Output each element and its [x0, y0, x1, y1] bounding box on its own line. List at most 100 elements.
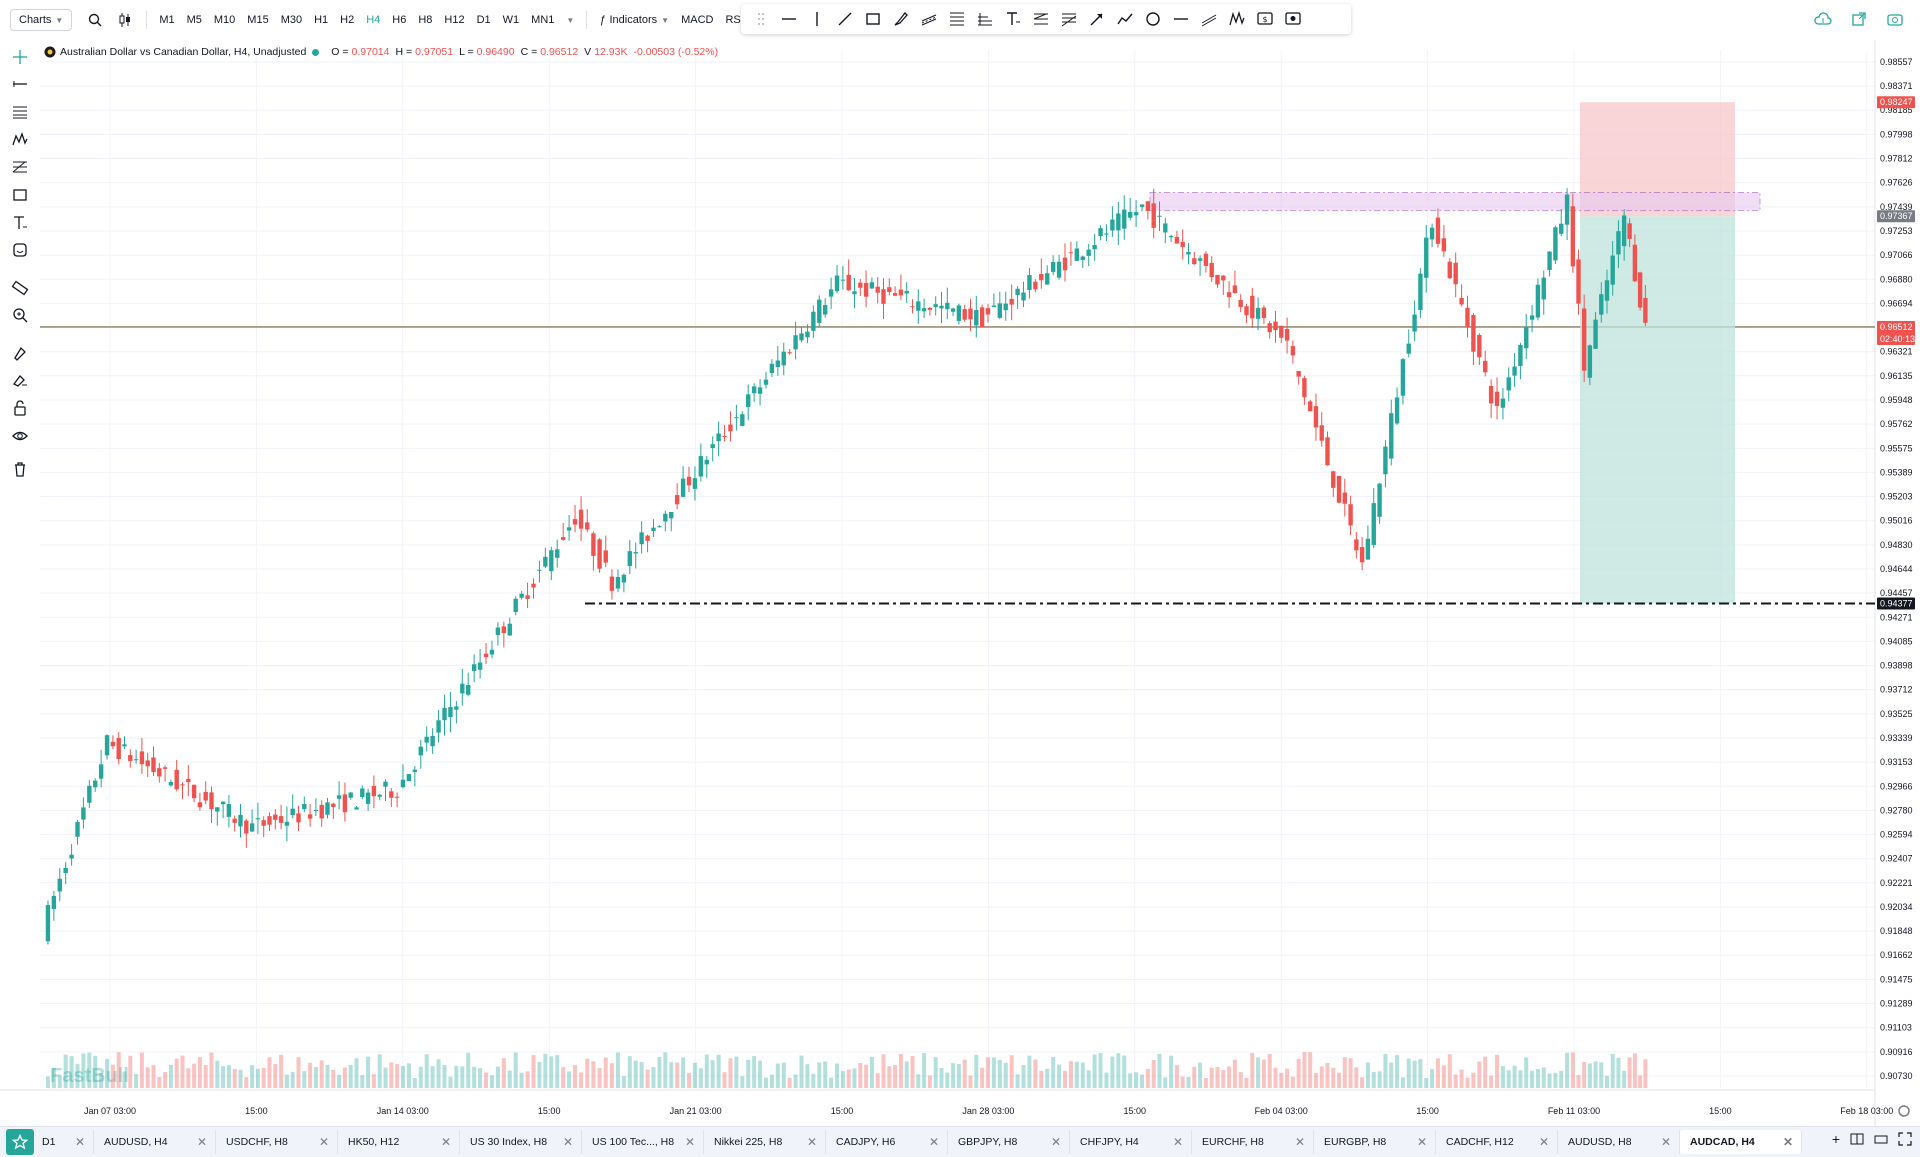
timeframe-h12[interactable]: H12 — [444, 14, 465, 26]
close-tab-icon[interactable]: ✕ — [74, 1135, 85, 1149]
sticker-icon[interactable] — [7, 237, 33, 263]
rectangle-icon[interactable] — [862, 8, 884, 30]
symbol-tab[interactable]: US 30 Index, H8 ✕ — [460, 1130, 582, 1154]
screenshot-icon[interactable] — [1884, 8, 1906, 30]
pitchfork-icon[interactable] — [1030, 8, 1052, 30]
search-icon[interactable] — [84, 9, 106, 31]
symbol-tab[interactable]: CADJPY, H6 ✕ — [826, 1130, 948, 1154]
pattern-tool-icon[interactable] — [7, 127, 33, 153]
trend-line-icon[interactable] — [834, 8, 856, 30]
symbol-tab[interactable]: EURGBP, H8 ✕ — [1314, 1130, 1436, 1154]
settings-gear-icon[interactable] — [1898, 1105, 1910, 1117]
path-icon[interactable] — [1114, 8, 1136, 30]
close-tab-icon[interactable]: ✕ — [1294, 1135, 1305, 1149]
text-tool-icon[interactable] — [7, 210, 33, 236]
lock-icon[interactable] — [7, 395, 33, 421]
circle-icon[interactable] — [1142, 8, 1164, 30]
timeframe-m15[interactable]: M15 — [247, 14, 269, 26]
add-tab-icon[interactable]: + — [1831, 1131, 1840, 1147]
timeframe-m5[interactable]: M5 — [186, 14, 202, 26]
ray-icon[interactable] — [1170, 8, 1192, 30]
fib-retracement-icon[interactable] — [946, 8, 968, 30]
close-tab-icon[interactable]: ✕ — [1416, 1135, 1427, 1149]
brush-icon[interactable] — [890, 8, 912, 30]
ruler-icon[interactable] — [7, 275, 33, 301]
take-profit-zone[interactable] — [1580, 216, 1735, 604]
close-tab-icon[interactable]: ✕ — [806, 1135, 817, 1149]
arrow-icon[interactable] — [1086, 8, 1108, 30]
magnet-icon[interactable] — [7, 340, 33, 366]
shape-tool-icon[interactable] — [7, 182, 33, 208]
symbol-tab[interactable]: EURCHF, H8 ✕ — [1192, 1130, 1314, 1154]
close-tab-icon[interactable]: ✕ — [1660, 1135, 1671, 1149]
close-tab-icon[interactable]: ✕ — [684, 1135, 695, 1149]
symbol-tab[interactable]: AUDUSD, H4 ✕ — [94, 1130, 216, 1154]
symbol-tab[interactable]: HK50, H12 ✕ — [338, 1130, 460, 1154]
candle-body — [319, 804, 324, 819]
callout-icon[interactable] — [1282, 8, 1304, 30]
close-tab-icon[interactable]: ✕ — [1538, 1135, 1549, 1149]
close-tab-icon[interactable]: ✕ — [1172, 1135, 1183, 1149]
close-tab-icon[interactable]: ✕ — [928, 1135, 939, 1149]
trash-icon[interactable] — [7, 456, 33, 482]
grid-layout-icon[interactable] — [1850, 1133, 1864, 1145]
chevron-down-icon[interactable]: ▼ — [566, 15, 575, 25]
elliott-wave-icon[interactable] — [1226, 8, 1248, 30]
timeframe-h2[interactable]: H2 — [340, 14, 355, 26]
resistance-zone[interactable] — [1149, 191, 1761, 212]
candles-type-icon[interactable] — [114, 9, 136, 31]
symbol-tab[interactable]: CADCHF, H12 ✕ — [1436, 1130, 1558, 1154]
timeframe-m30[interactable]: M30 — [280, 14, 303, 26]
close-tab-icon[interactable]: ✕ — [318, 1135, 329, 1149]
symbol-tab[interactable]: Nikkei 225, H8 ✕ — [704, 1130, 826, 1154]
popout-icon[interactable] — [1848, 8, 1870, 30]
volume-bar — [811, 1073, 816, 1088]
timeframe-h6[interactable]: H6 — [392, 14, 407, 26]
fib-fan-icon[interactable] — [974, 8, 996, 30]
price-note-icon[interactable]: $ — [1254, 8, 1276, 30]
eye-icon[interactable] — [7, 423, 33, 449]
close-tab-icon[interactable]: ✕ — [196, 1135, 207, 1149]
extended-line-icon[interactable] — [1198, 8, 1220, 30]
cloud-upload-icon[interactable] — [1812, 8, 1834, 30]
stay-in-drawing-icon[interactable] — [7, 368, 33, 394]
symbol-tab[interactable]: USDCHF, H8 ✕ — [216, 1130, 338, 1154]
symbol-tab[interactable]: CHFJPY, H4 ✕ — [1070, 1130, 1192, 1154]
text-tool-icon[interactable] — [1002, 8, 1024, 30]
gann-tool-icon[interactable] — [7, 155, 33, 181]
symbol-tab[interactable]: US 100 Tec..., H8 ✕ — [582, 1130, 704, 1154]
close-tab-icon[interactable]: ✕ — [1050, 1135, 1061, 1149]
indicators-button[interactable]: ƒ Indicators ▼ — [593, 9, 675, 31]
zoom-in-icon[interactable] — [7, 302, 33, 328]
timeframe-m10[interactable]: M10 — [213, 14, 236, 26]
fib-tool-icon[interactable] — [7, 99, 33, 125]
charts-menu-button[interactable]: Charts ▼ — [10, 9, 73, 31]
symbol-tab[interactable]: D1 ✕ — [38, 1130, 94, 1154]
horizontal-line-icon[interactable] — [778, 8, 800, 30]
close-tab-icon[interactable]: ✕ — [1782, 1135, 1793, 1149]
symbol-tab[interactable]: AUDUSD, H8 ✕ — [1558, 1130, 1680, 1154]
parallel-channel-icon[interactable] — [918, 8, 940, 30]
vertical-line-icon[interactable] — [806, 8, 828, 30]
timeframe-h4[interactable]: H4 — [366, 14, 381, 26]
close-tab-icon[interactable]: ✕ — [440, 1135, 451, 1149]
timeframe-m1[interactable]: M1 — [159, 14, 175, 26]
timeframe-w1[interactable]: W1 — [502, 14, 520, 26]
symbol-tab[interactable]: GBPJPY, H8 ✕ — [948, 1130, 1070, 1154]
rsi-button[interactable]: RSI — [725, 14, 744, 26]
timeframe-h8[interactable]: H8 — [418, 14, 433, 26]
minimize-icon[interactable] — [1874, 1133, 1888, 1145]
price-chart[interactable]: FastBull 0.98557 0.98371 0.98185 0.97998 0.97… — [0, 40, 1920, 1126]
crosshair-icon[interactable] — [7, 44, 33, 70]
favorites-button[interactable] — [6, 1129, 34, 1155]
close-tab-icon[interactable]: ✕ — [562, 1135, 573, 1149]
symbol-tab[interactable]: AUDCAD, H4 ✕ — [1680, 1130, 1802, 1154]
gann-icon[interactable] — [1058, 8, 1080, 30]
timeframe-h1[interactable]: H1 — [314, 14, 329, 26]
drag-handle-icon[interactable] — [750, 8, 772, 30]
fullscreen-icon[interactable] — [1898, 1132, 1912, 1146]
macd-button[interactable]: MACD — [681, 14, 714, 26]
trend-line-tool-icon[interactable] — [7, 72, 33, 98]
timeframe-mn1[interactable]: MN1 — [531, 14, 555, 26]
timeframe-d1[interactable]: D1 — [476, 14, 491, 26]
